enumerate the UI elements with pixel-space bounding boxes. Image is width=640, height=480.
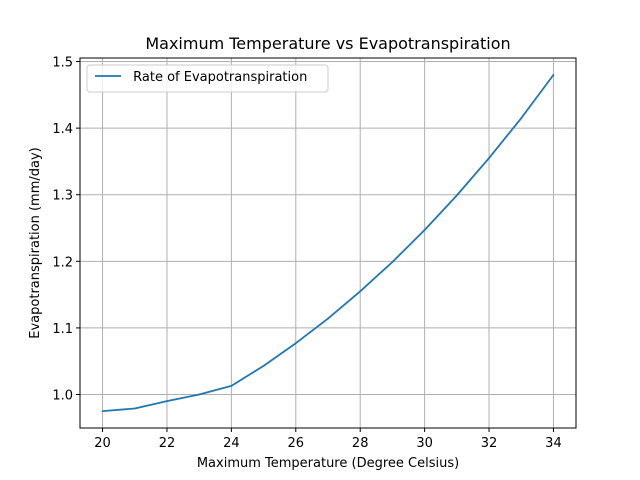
data-point	[423, 229, 426, 231]
data-point	[488, 157, 490, 159]
legend: Rate of Evapotranspiration	[86, 64, 329, 93]
data-point	[101, 410, 104, 413]
y-tick-label: 1.4	[52, 122, 73, 137]
grid	[80, 58, 576, 428]
x-axis: 20 22 24 26 28 30 32 34	[94, 428, 562, 451]
x-tick-label: 24	[223, 436, 240, 451]
data-point	[520, 117, 523, 120]
data-point	[455, 194, 458, 197]
y-tick-label: 1.2	[52, 255, 73, 270]
y-tick-label: 1.1	[52, 322, 73, 337]
y-axis: 1.0 1.1 1.2 1.3 1.4 1.5	[52, 56, 80, 404]
x-tick-label: 32	[481, 436, 498, 451]
data-point	[166, 400, 168, 403]
data-point	[262, 364, 265, 367]
legend-series-label: Rate of Evapotranspiration	[129, 70, 307, 85]
y-tick-label: 1.3	[52, 189, 73, 204]
x-tick-label: 20	[94, 436, 111, 451]
y-tick-label: 1.0	[52, 389, 73, 404]
y-tick-label: 1.5	[52, 56, 73, 71]
x-tick-label: 28	[352, 436, 369, 451]
data-point	[327, 317, 329, 320]
data-point	[359, 290, 362, 293]
data-point	[552, 73, 555, 76]
x-tick-label: 26	[288, 436, 305, 451]
x-tick-label: 34	[545, 436, 562, 451]
x-tick-label: 30	[416, 436, 433, 451]
legend-box	[86, 64, 329, 93]
data-point	[133, 407, 136, 410]
series-layer	[101, 73, 555, 413]
x-tick-label: 22	[159, 436, 176, 451]
data-point	[230, 384, 233, 387]
data-point	[294, 342, 297, 345]
chart-title: Maximum Temperature vs Evapotranspiratio…	[145, 34, 510, 53]
x-axis-label: Maximum Temperature (Degree Celsius)	[197, 456, 459, 471]
y-axis-label: Evapotranspiration (mm/day)	[28, 147, 43, 338]
data-point	[198, 393, 201, 396]
data-point	[391, 261, 394, 263]
plot-frame	[79, 57, 577, 429]
